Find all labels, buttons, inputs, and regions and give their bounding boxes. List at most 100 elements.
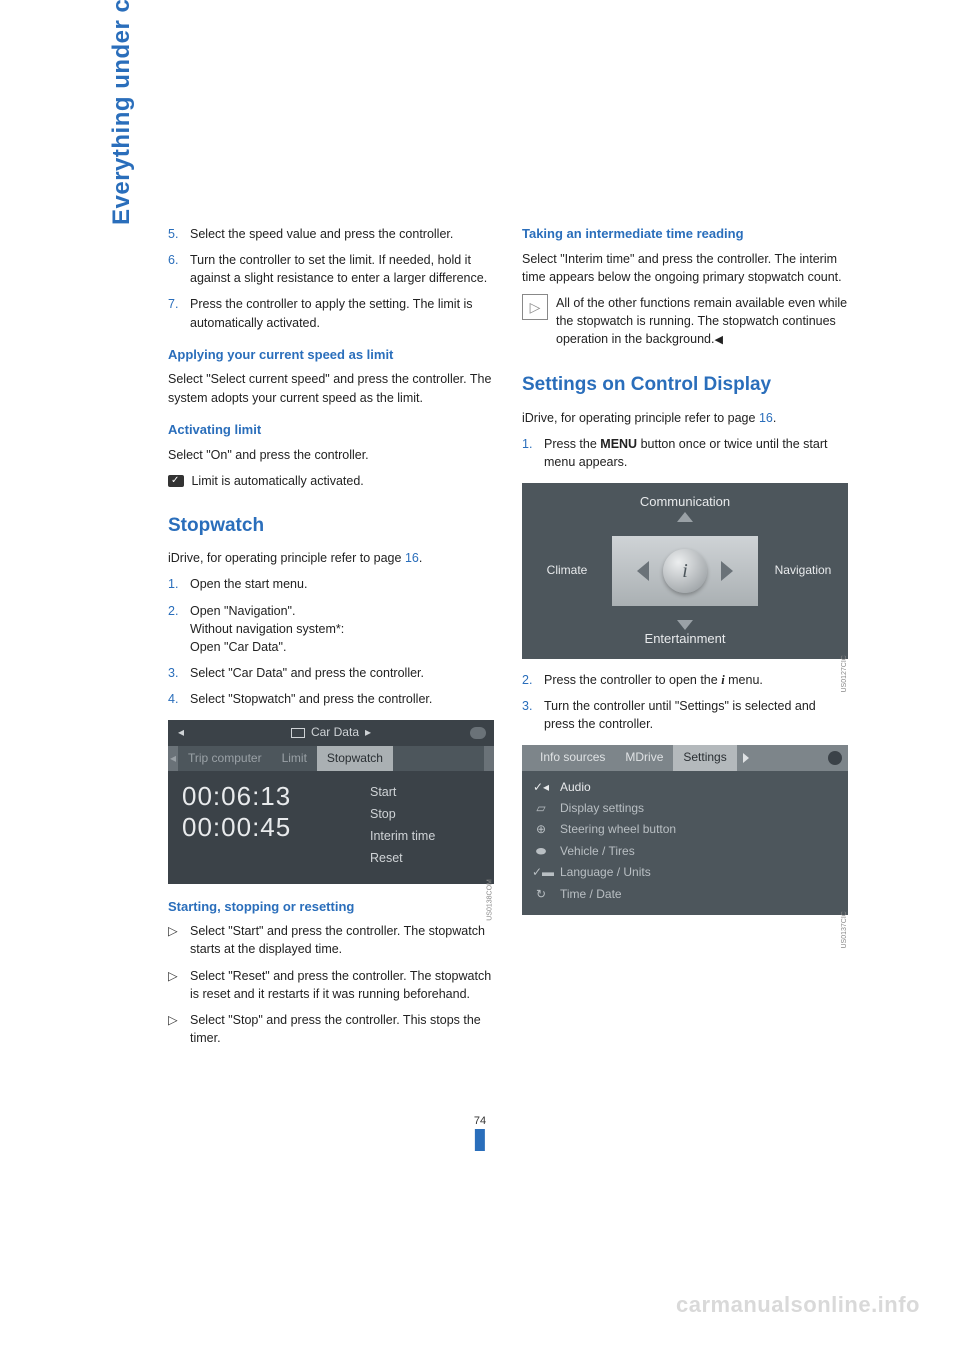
menu-item: Stop <box>370 803 480 825</box>
heading-settings-display: Settings on Control Display <box>522 371 848 399</box>
right-column: Taking an intermediate time reading Sele… <box>522 225 848 1055</box>
step-number: 6. <box>168 251 190 287</box>
bullet-text: Select "Start" and press the controller.… <box>190 922 494 958</box>
menu-label-climate: Climate <box>522 536 612 606</box>
heading-interim-reading: Taking an intermediate time reading <box>522 225 848 244</box>
paragraph: iDrive, for operating principle refer to… <box>168 549 494 567</box>
heading-applying-speed: Applying your current speed as limit <box>168 346 494 365</box>
menu-middle: Climate i Navigation <box>522 536 848 606</box>
stopwatch-time-main: 00:06:13 <box>182 781 370 812</box>
step-number: 2. <box>168 602 190 656</box>
list-item: ▱ Display settings <box>532 798 838 819</box>
list-item: 3.Select "Car Data" and press the contro… <box>168 664 494 682</box>
list-item: ✓▬ Language / Units <box>532 862 838 883</box>
page-link[interactable]: 16 <box>405 551 419 565</box>
note-end-icon: ◀ <box>714 334 722 346</box>
list-item: 2.Open "Navigation". Without navigation … <box>168 602 494 656</box>
step-number: 4. <box>168 690 190 708</box>
step-text: Press the controller to open the i menu. <box>544 671 848 689</box>
vehicle-icon: ⬬ <box>532 843 550 860</box>
back-arrow-icon: ◂ <box>178 724 184 741</box>
settings-list-screenshot: Info sources MDrive Settings ✓◂Audio ▱Di… <box>522 745 848 915</box>
controller-knob-icon <box>828 751 842 765</box>
list-item: 1.Press the MENU button once or twice un… <box>522 435 848 471</box>
tab-info-sources: Info sources <box>530 745 615 770</box>
stopwatch-menu: Start Stop Interim time Reset <box>370 781 480 870</box>
screenshot-tabs: Info sources MDrive Settings <box>522 745 848 770</box>
step-text: Select "Car Data" and press the controll… <box>190 664 494 682</box>
tab-settings-selected: Settings <box>673 745 736 770</box>
stopwatch-time-interim: 00:00:45 <box>182 812 370 843</box>
figure-code: US0137CIC <box>840 911 850 948</box>
wheel-icon: ⊕ <box>532 821 550 838</box>
paragraph-text: iDrive, for operating principle refer to… <box>168 551 405 565</box>
step-number: 3. <box>522 697 544 733</box>
chevron-left-icon <box>637 561 649 581</box>
screenshot-tabs: ◂ Trip computer Limit Stopwatch <box>168 746 494 771</box>
menu-item: Reset <box>370 847 480 869</box>
text: Press the <box>544 437 600 451</box>
item-label: Language / Units <box>560 864 651 881</box>
forward-arrow-icon: ▸ <box>365 724 371 741</box>
text: Press the controller to open the <box>544 673 721 687</box>
list-item: 4.Select "Stopwatch" and press the contr… <box>168 690 494 708</box>
display-icon: ▱ <box>532 800 550 817</box>
item-label: Display settings <box>560 800 644 817</box>
text: menu. <box>725 673 763 687</box>
language-icon: ✓▬ <box>532 864 550 881</box>
page-link[interactable]: 16 <box>759 411 773 425</box>
tab-mdrive: MDrive <box>615 745 673 770</box>
menu-button-label: MENU <box>600 437 637 451</box>
stopwatch-times: 00:06:13 00:00:45 <box>182 781 370 870</box>
list-item: 1.Open the start menu. <box>168 575 494 593</box>
step-number: 5. <box>168 225 190 243</box>
triangle-right-icon <box>743 753 749 763</box>
step-text: Turn the controller to set the limit. If… <box>190 251 494 287</box>
step-number: 2. <box>522 671 544 689</box>
item-label: Audio <box>560 779 591 796</box>
list-item: ▷Select "Stop" and press the controller.… <box>168 1011 494 1047</box>
info-circle-icon: i <box>663 549 707 593</box>
note-body: All of the other functions remain availa… <box>556 296 847 346</box>
menu-label-entertainment: Entertainment <box>645 630 726 649</box>
watermark: carmanualsonline.info <box>676 1292 920 1318</box>
controller-knob-icon <box>470 727 486 739</box>
paragraph: Limit is automatically activated. <box>168 472 494 490</box>
chevron-right-icon <box>721 561 733 581</box>
list-item: 5.Select the speed value and press the c… <box>168 225 494 243</box>
page-number-text: 74 <box>474 1115 486 1127</box>
tab-edge-left: ◂ <box>168 746 178 771</box>
list-item: 2.Press the controller to open the i men… <box>522 671 848 689</box>
step-text: Press the MENU button once or twice unti… <box>544 435 848 471</box>
menu-bottom: Entertainment <box>522 606 848 659</box>
chevron-down-icon <box>677 620 693 630</box>
chevron-up-icon <box>677 512 693 522</box>
tab-stopwatch-selected: Stopwatch <box>317 746 393 771</box>
menu-top: Communication <box>522 483 848 536</box>
figure-code: US0127CIC <box>840 655 850 692</box>
page-content: 5.Select the speed value and press the c… <box>168 225 848 1055</box>
stopwatch-steps-list: 1.Open the start menu. 2.Open "Navigatio… <box>168 575 494 708</box>
section-tab-text: Everything under control <box>108 0 135 225</box>
paragraph-text: iDrive, for operating principle refer to… <box>522 411 759 425</box>
bullet-icon: ▷ <box>168 922 190 958</box>
note-triangle-icon: ▷ <box>522 294 548 320</box>
bullet-icon: ▷ <box>168 1011 190 1047</box>
list-item: 6.Turn the controller to set the limit. … <box>168 251 494 287</box>
step-number: 3. <box>168 664 190 682</box>
step-text: Select the speed value and press the con… <box>190 225 494 243</box>
screenshot-body: 00:06:13 00:00:45 Start Stop Interim tim… <box>168 771 494 884</box>
clock-icon: ↻ <box>532 886 550 903</box>
bullet-text: Select "Reset" and press the controller.… <box>190 967 494 1003</box>
list-item: 3.Turn the controller until "Settings" i… <box>522 697 848 733</box>
step-text: Press the controller to apply the settin… <box>190 295 494 331</box>
menu-label-communication: Communication <box>640 493 730 512</box>
item-label: Vehicle / Tires <box>560 843 635 860</box>
heading-stopwatch: Stopwatch <box>168 512 494 540</box>
screenshot-titlebar: ◂ Car Data ▸ <box>168 720 494 745</box>
note-box: ▷ All of the other functions remain avai… <box>522 294 848 349</box>
settings-steps-list-2: 2.Press the controller to open the i men… <box>522 671 848 733</box>
settings-steps-list-1: 1.Press the MENU button once or twice un… <box>522 435 848 471</box>
step-text: Open "Navigation". Without navigation sy… <box>190 602 494 656</box>
step-text: Turn the controller until "Settings" is … <box>544 697 848 733</box>
